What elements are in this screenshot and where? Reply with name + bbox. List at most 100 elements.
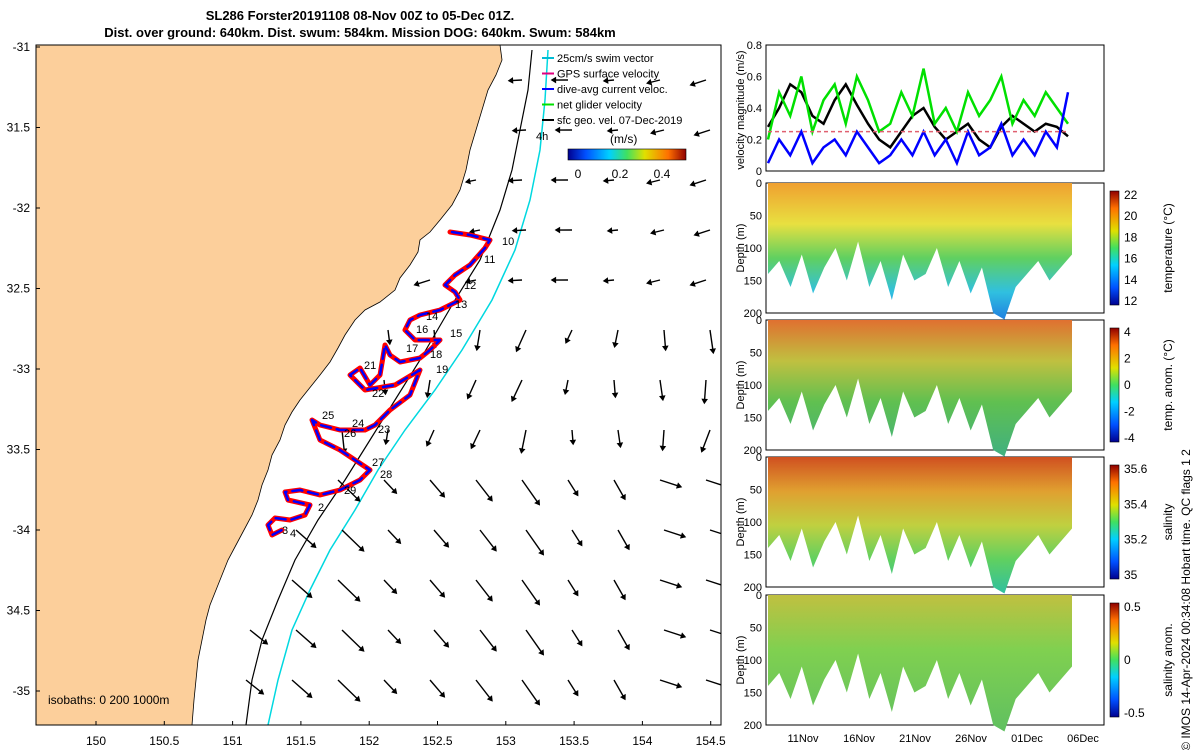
velocity-arrow — [571, 629, 583, 647]
colorbar-tick: 14 — [1124, 273, 1138, 287]
speed-colorbar — [567, 148, 687, 161]
depth-ylabel: Depth (m) — [735, 636, 747, 685]
legend-entry: dive-avg current veloc. — [557, 84, 668, 96]
depth-tick: 0 — [756, 178, 762, 190]
section-field — [768, 595, 1072, 732]
date-tick: 11Nov — [788, 733, 819, 745]
velocity-arrow — [475, 679, 493, 702]
velocity-y-tick: 0.8 — [747, 40, 762, 52]
date-tick: 01Dec — [1011, 733, 1043, 745]
velocity-arrow — [617, 529, 630, 551]
qc-flags-text: QC flags 1 2 — [1179, 449, 1193, 516]
velocity-arrow — [337, 479, 361, 502]
land-mass — [36, 45, 503, 725]
waypoint-label: 23 — [378, 424, 390, 436]
velocity-arrow — [507, 77, 523, 84]
colorbar-label: salinity — [1161, 504, 1175, 541]
velocity-arrow — [569, 429, 577, 446]
colorbar-title: (m/s) — [610, 132, 637, 146]
colorbar-tick: 35 — [1124, 568, 1138, 582]
velocity-arrow — [659, 679, 683, 689]
date-tick: 06Dec — [1067, 733, 1099, 745]
velocity-arrow — [464, 177, 477, 185]
colorbar-label: salinity anom. — [1161, 623, 1175, 696]
velocity-arrow — [511, 127, 527, 134]
velocity-arrow — [425, 429, 435, 447]
velocity-arrow — [659, 429, 667, 452]
velocity-arrow — [510, 379, 523, 403]
velocity-arrows — [245, 76, 721, 706]
depth-ylabel: Depth (m) — [735, 224, 747, 273]
velocity-y-tick: 0.4 — [747, 103, 762, 115]
depth-tick: 100 — [744, 655, 762, 667]
velocity-series — [766, 82, 1069, 150]
velocity-arrow — [433, 529, 450, 548]
legend-entry: GPS surface velocity — [557, 69, 660, 81]
colorbar-tick: -2 — [1124, 405, 1135, 419]
depth-tick: 50 — [750, 211, 762, 223]
velocity-arrow — [564, 329, 573, 344]
waypoint-label: 17 — [406, 343, 418, 355]
velocity-arrow — [295, 529, 317, 549]
velocity-arrow — [602, 77, 615, 84]
velocity-arrow — [337, 579, 361, 602]
velocity-arrow — [341, 629, 365, 652]
velocity-arrow — [521, 579, 541, 606]
section-colorbar — [1109, 602, 1120, 718]
depth-tick: 0 — [756, 452, 762, 464]
waypoint-label: 21 — [364, 360, 376, 372]
section-panel: 0 50 100 150 200 Depth (m) 35.6 35.4 35.2 35 salin… — [735, 452, 1175, 594]
velocity-arrow — [475, 579, 493, 602]
velocity-arrow — [464, 277, 477, 285]
date-tick: 26Nov — [955, 733, 987, 745]
velocity-arrow — [519, 429, 527, 454]
velocity-arrow — [693, 129, 711, 137]
map-x-tick: 154 — [632, 734, 652, 748]
velocity-arrow — [474, 329, 481, 352]
map-y-tick: 32.5 — [7, 282, 31, 296]
velocity-arrow — [613, 479, 626, 501]
velocity-arrow — [507, 177, 523, 184]
map-y-tick: -31 — [13, 40, 31, 54]
depth-tick: 200 — [744, 308, 762, 320]
section-field — [768, 320, 1072, 457]
waypoint-label: 29 — [344, 485, 356, 497]
credit-label: © IMOS 14-Apr-2024 00:34:08 Hobart time.… — [1179, 449, 1193, 750]
waypoint-label: 26 — [344, 428, 356, 440]
waypoint-label: 25 — [322, 410, 334, 422]
depth-tick: 0 — [756, 590, 762, 602]
velocity-arrow — [659, 379, 666, 402]
section-field — [768, 183, 1072, 320]
velocity-arrow — [511, 227, 527, 234]
map-x-tick: 152 — [359, 734, 379, 748]
velocity-series — [766, 68, 1070, 140]
depth-tick: 150 — [744, 550, 762, 562]
velocity-arrow — [689, 279, 707, 287]
velocity-arrow — [507, 277, 523, 284]
colorbar-tick: 4 — [1124, 325, 1131, 339]
map-x-ticks: 150 150.5 151 151.5 152 152.5 153 153.5 154 154.5 — [86, 721, 726, 748]
velocity-y-tick: 0.2 — [747, 135, 762, 147]
velocity-arrow — [385, 329, 393, 346]
waypoint-label: 12 — [464, 280, 476, 292]
velocity-arrow — [709, 529, 721, 535]
map-y-tick: 33.5 — [7, 443, 31, 457]
waypoint-label: 4 — [290, 528, 296, 540]
map-legend: 25cm/s swim vector GPS surface velocity di… — [536, 53, 687, 181]
velocity-arrow — [606, 227, 619, 234]
velocity-arrow — [646, 278, 661, 286]
map-x-tick: 153.5 — [559, 734, 589, 748]
velocity-series — [766, 92, 1070, 167]
depth-tick: 150 — [744, 688, 762, 700]
velocity-arrow — [554, 126, 573, 134]
credit-text: © IMOS 14-Apr-2024 00:34:08 Hobart time. — [1179, 519, 1193, 750]
velocity-arrow — [554, 226, 573, 234]
velocity-arrow — [550, 276, 569, 284]
depth-tick: 150 — [744, 276, 762, 288]
velocity-panel: 0 0.2 0.4 0.6 0.8 velocity magnitude (m/s) — [735, 40, 1105, 178]
legend-entry: sfc geo. vel. 07-Dec-2019 — [557, 115, 682, 127]
isobath-1000 — [267, 49, 549, 725]
colorbar-tick: 0.4 — [654, 167, 671, 181]
